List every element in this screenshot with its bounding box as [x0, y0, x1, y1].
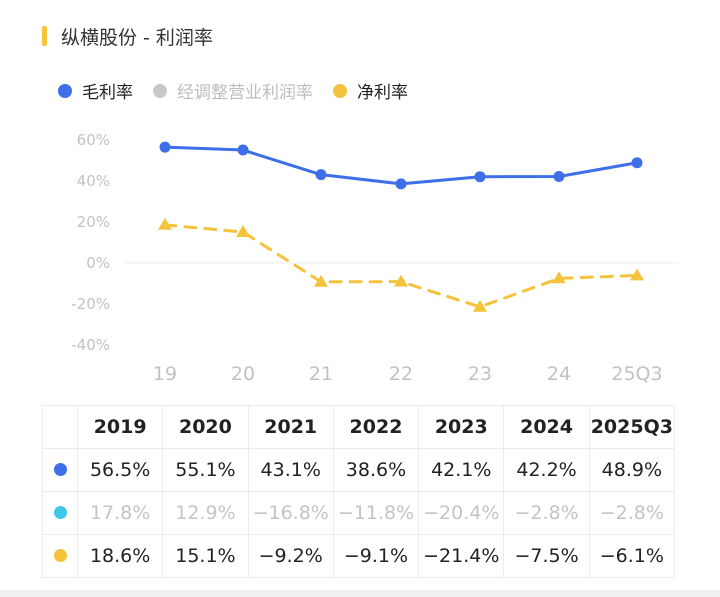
y-tick-label: 0%	[86, 254, 110, 272]
net-margin-point	[236, 225, 250, 237]
y-tick-label: 20%	[77, 213, 110, 231]
gross-margin-point	[237, 144, 249, 156]
y-tick-label: -20%	[71, 295, 110, 313]
table-header-cell: 2022	[332, 405, 420, 449]
row-marker-cell	[42, 448, 78, 492]
table-cell: −16.8%	[247, 491, 334, 535]
table-cell: 17.8%	[76, 491, 164, 535]
x-tick-label: 25Q3	[611, 363, 662, 385]
y-tick-label: 40%	[77, 172, 110, 190]
legend-item-net-margin[interactable]: 净利率	[333, 78, 408, 103]
table-cell: 42.1%	[418, 448, 505, 492]
chart-title: 纵横股份 - 利润率	[61, 26, 213, 49]
table-header-cell: 2024	[503, 405, 590, 449]
table-header-cell: 2019	[76, 405, 164, 449]
gross-margin-dot-icon	[53, 463, 67, 476]
x-tick-label: 24	[547, 363, 571, 385]
net-margin-dot-icon	[53, 549, 67, 562]
x-tick-label: 22	[389, 363, 413, 385]
table-cell: −9.2%	[247, 534, 334, 578]
table-cell: 18.6%	[76, 534, 164, 578]
legend-label: 毛利率	[82, 83, 133, 103]
table-cell: −6.1%	[588, 534, 676, 578]
table-header-cell: 2025Q3	[588, 405, 676, 449]
table-cell: 15.1%	[162, 534, 249, 578]
table-cell: 56.5%	[76, 448, 164, 492]
net-margin-point	[158, 217, 172, 230]
table-header-cell: 2020	[162, 405, 249, 449]
table-cell: −7.5%	[503, 534, 590, 578]
table-cell: −9.1%	[332, 534, 420, 578]
table-row: 56.5% 55.1% 43.1% 38.6% 42.1% 42.2% 48.9…	[42, 448, 676, 492]
row-marker-cell	[42, 534, 78, 578]
gross-margin-point	[395, 178, 407, 190]
x-tick-label: 19	[153, 363, 177, 385]
table-cell: 38.6%	[332, 448, 420, 492]
gross-margin-point	[553, 170, 565, 182]
net-margin-point	[473, 299, 487, 312]
chart-header: 纵横股份 - 利润率	[42, 24, 213, 49]
x-tick-label: 21	[309, 363, 333, 385]
table-header-cell: 2023	[418, 405, 505, 449]
line-chart: 60% 40% 20% 0% -20% -40% 19 20 21 22 23 24 25Q3	[71, 131, 678, 385]
gross-margin-point	[474, 171, 486, 183]
gross-margin-point	[631, 157, 643, 169]
title-accent-bar	[42, 26, 47, 46]
table-cell: −2.8%	[503, 491, 590, 535]
net-margin-point	[630, 268, 644, 281]
chart-legend: 毛利率 经调整营业利润率 净利率	[58, 78, 428, 103]
table-row: 17.8% 12.9% −16.8% −11.8% −20.4% −2.8% −…	[42, 491, 676, 535]
table-header-row: 2019 2020 2021 2022 2023 2024 2025Q3	[42, 405, 676, 449]
legend-item-adjusted-operating-margin[interactable]: 经调整营业利润率	[153, 78, 313, 103]
x-tick-label: 20	[231, 363, 255, 385]
net-margin-point	[552, 271, 566, 284]
gross-margin-point	[159, 141, 171, 153]
legend-item-gross-margin[interactable]: 毛利率	[58, 78, 133, 103]
table-row: 18.6% 15.1% −9.2% −9.1% −21.4% −7.5% −6.…	[42, 534, 676, 578]
legend-label: 经调整营业利润率	[177, 83, 313, 103]
legend-label: 净利率	[357, 83, 408, 103]
x-tick-label: 23	[468, 363, 492, 385]
table-cell: −21.4%	[418, 534, 505, 578]
gross-margin-line	[163, 145, 639, 186]
table-cell: −11.8%	[332, 491, 420, 535]
table-corner-cell	[42, 405, 78, 449]
gross-margin-point	[315, 169, 327, 181]
data-table: 2019 2020 2021 2022 2023 2024 2025Q3 56.…	[42, 405, 676, 578]
adjusted-margin-dot-icon	[53, 506, 67, 519]
table-cell: 43.1%	[247, 448, 334, 492]
table-cell: 12.9%	[162, 491, 249, 535]
table-cell: −20.4%	[418, 491, 505, 535]
legend-marker	[58, 83, 72, 98]
table-cell: −2.8%	[588, 491, 676, 535]
net-margin-line	[163, 223, 639, 309]
table-header-cell: 2021	[247, 405, 334, 449]
y-tick-label: 60%	[77, 131, 110, 149]
legend-marker	[153, 83, 167, 98]
table-cell: 42.2%	[503, 448, 590, 492]
bottom-divider	[0, 590, 720, 597]
row-marker-cell	[42, 491, 78, 535]
table-cell: 55.1%	[162, 448, 249, 492]
net-margin-point	[394, 274, 408, 287]
legend-marker	[333, 83, 347, 98]
table-cell: 48.9%	[588, 448, 676, 492]
net-margin-point	[314, 274, 328, 287]
y-tick-label: -40%	[71, 336, 110, 354]
